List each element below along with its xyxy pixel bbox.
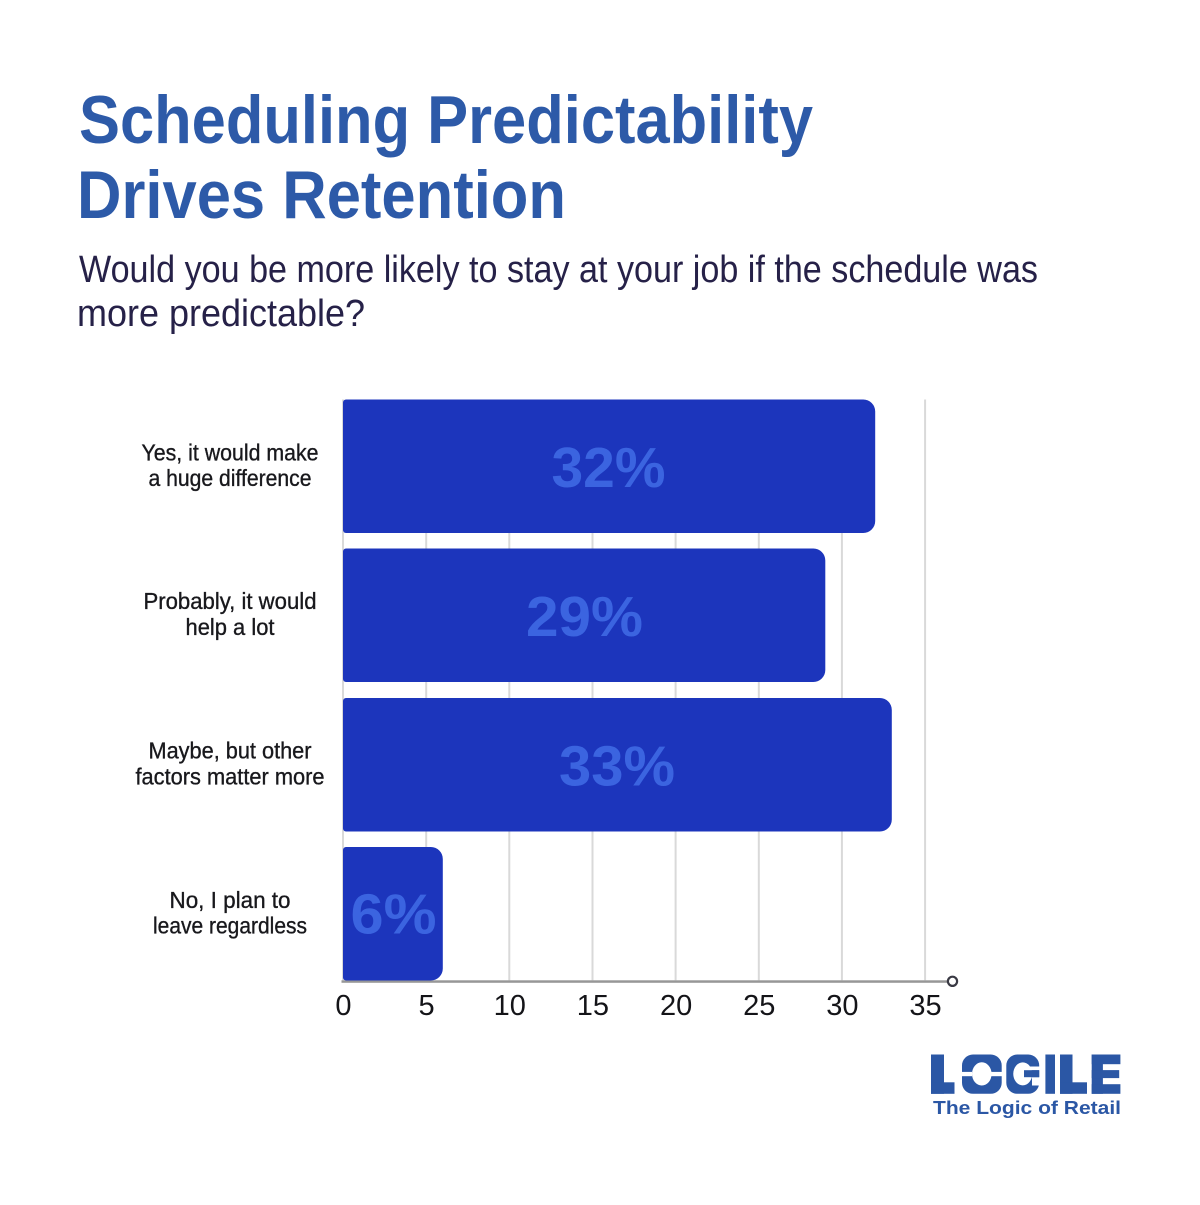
svg-text:Drives Retention: Drives Retention <box>77 157 566 233</box>
svg-text:leave regardless: leave regardless <box>153 913 307 939</box>
svg-text:more predictable?: more predictable? <box>77 293 365 335</box>
svg-text:32%: 32% <box>552 436 666 500</box>
svg-text:10: 10 <box>494 990 526 1022</box>
svg-text:Yes, it would make: Yes, it would make <box>142 439 319 465</box>
svg-text:Maybe, but other: Maybe, but other <box>149 738 312 764</box>
svg-text:Probably, it would: Probably, it would <box>144 588 317 614</box>
svg-text:factors matter more: factors matter more <box>136 763 325 789</box>
svg-text:No, I plan to: No, I plan to <box>170 887 291 913</box>
svg-text:help a lot: help a lot <box>186 614 275 640</box>
svg-text:a huge difference: a huge difference <box>149 465 312 491</box>
svg-text:25: 25 <box>743 990 775 1022</box>
svg-text:6%: 6% <box>351 883 437 947</box>
svg-text:0: 0 <box>335 990 351 1022</box>
svg-text:29%: 29% <box>526 585 643 649</box>
svg-text:Would you be more likely to st: Would you be more likely to stay at your… <box>79 249 1038 291</box>
svg-text:30: 30 <box>826 990 858 1022</box>
svg-text:33%: 33% <box>559 735 675 799</box>
svg-text:15: 15 <box>577 990 609 1022</box>
svg-text:5: 5 <box>419 990 435 1022</box>
svg-text:The Logic of Retail: The Logic of Retail <box>933 1097 1121 1118</box>
svg-text:Scheduling Predictability: Scheduling Predictability <box>79 82 813 158</box>
svg-text:35: 35 <box>909 990 941 1022</box>
svg-text:20: 20 <box>660 990 692 1022</box>
